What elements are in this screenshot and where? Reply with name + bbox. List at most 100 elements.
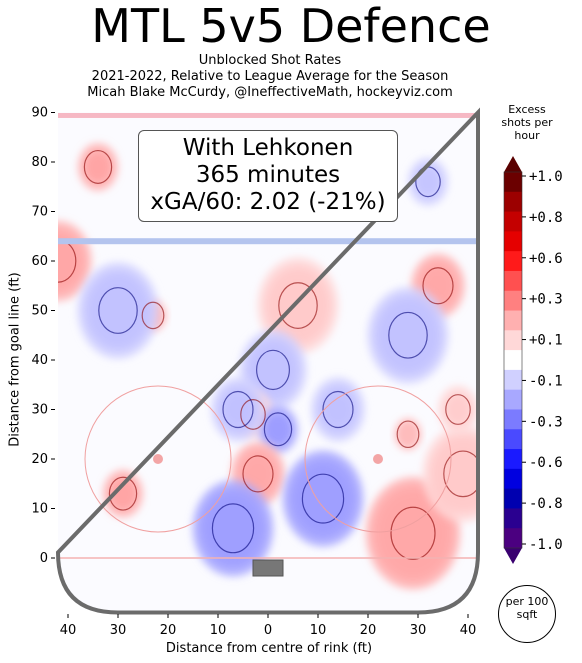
- unit-badge: per 100 sqft: [498, 585, 556, 643]
- contour-line: [443, 450, 478, 498]
- colorbar-segment: [504, 191, 522, 213]
- contour-line: [222, 390, 254, 429]
- colorbar-tick-label: +0.3: [529, 292, 563, 308]
- colorbar-segment: [504, 251, 522, 272]
- x-tick-label: 10: [210, 623, 227, 638]
- chart-title: MTL 5v5 Defence: [91, 0, 491, 53]
- heat-blob: [438, 385, 478, 434]
- info-xga: xGA/60: 2.02 (-21%): [150, 189, 386, 215]
- x-tick-label: 20: [360, 623, 377, 638]
- colorbar-segment: [504, 389, 522, 410]
- colorbar-segment: [504, 270, 522, 292]
- contour-line: [390, 506, 436, 560]
- y-tick-label: 10: [31, 502, 48, 517]
- x-tick-label: 40: [60, 623, 77, 638]
- heat-blob: [394, 418, 422, 450]
- colorbar: +1.0 +0.8 +0.6 +0.3 +0.1 -0.1 -0.3 -0.6 -0.8 -1.0: [503, 156, 563, 564]
- contour-line: [278, 282, 318, 329]
- rink-lines: [55, 107, 480, 615]
- info-box: With Lehkonen 365 minutes xGA/60: 2.02 (…: [138, 130, 398, 222]
- faceoff-dot-right: [373, 454, 383, 464]
- faceoff-circle-left: [84, 385, 232, 533]
- contour-line: [301, 473, 345, 524]
- colorbar-segment: [504, 409, 522, 430]
- contour-line: [58, 239, 77, 283]
- subtitle-line-2: 2021-2022, Relative to League Average fo…: [91, 69, 449, 84]
- colorbar-tick-label: -1.0: [529, 537, 563, 553]
- colorbar-top-arrow: [504, 156, 522, 172]
- colorbar-tick-label: -0.8: [529, 496, 563, 512]
- faceoff-circle-right: [304, 385, 452, 533]
- heat-blob: [282, 450, 364, 547]
- colorbar-segment: [504, 429, 522, 450]
- faceoff-dot-left: [153, 454, 163, 464]
- colorbar-segment: [504, 369, 522, 391]
- colorbar-segment: [504, 290, 522, 312]
- contour-line: [242, 455, 274, 493]
- heat-blob: [311, 377, 365, 442]
- contour-line: [98, 287, 138, 334]
- colorbar-segment: [504, 528, 522, 549]
- heat-blob: [77, 262, 159, 359]
- colorbar-tick-label: -0.6: [529, 455, 563, 471]
- colorbar-title: Excess shots per hour: [501, 103, 553, 142]
- heat-blob: [367, 287, 449, 384]
- blue-line: [58, 238, 478, 245]
- colorbar-frame: [503, 171, 523, 549]
- y-tick-label: 60: [31, 254, 48, 269]
- colorbar-segment: [504, 211, 522, 232]
- colorbar-bottom-arrow: [504, 548, 522, 564]
- y-tick-label: 20: [31, 452, 48, 467]
- y-tick-label: 80: [31, 155, 48, 170]
- subtitle-line-3: Micah Blake McCurdy, @IneffectiveMath, h…: [87, 85, 453, 100]
- colorbar-segment: [504, 488, 522, 509]
- contour-line: [396, 420, 420, 449]
- colorbar-segment: [504, 231, 522, 252]
- colorbar-tick-label: +0.1: [529, 333, 563, 349]
- colorbar-segment: [504, 310, 522, 331]
- colorbar-segment: [504, 330, 522, 351]
- y-tick-label: 40: [31, 353, 48, 368]
- contour-line: [83, 149, 113, 184]
- colorbar-segment: [504, 449, 522, 470]
- colorbar-tick-label: -0.1: [529, 373, 563, 389]
- x-tick-label: 0: [264, 623, 272, 638]
- colorbar-tick-label: +0.8: [529, 210, 563, 226]
- heat-blob: [192, 480, 274, 577]
- y-tick-label: 0: [40, 551, 48, 566]
- contour-line: [141, 301, 165, 330]
- colorbar-tick-label: +0.6: [529, 251, 563, 267]
- colorbar-segment: [504, 508, 522, 529]
- contour-line: [256, 349, 291, 391]
- y-tick-label: 70: [31, 205, 48, 220]
- boards-outline: [55, 107, 480, 615]
- colorbar-segment: [504, 468, 522, 490]
- x-tick-label: 30: [110, 623, 127, 638]
- contour-line: [445, 394, 471, 425]
- contour-line: [263, 412, 293, 447]
- contour-line: [422, 267, 454, 305]
- heat-blob: [211, 377, 265, 442]
- colorbar-tick-label: +1.0: [529, 169, 563, 185]
- colorbar-segment: [504, 350, 522, 371]
- subtitle-line-1: Unblocked Shot Rates: [198, 53, 342, 68]
- contour-line: [240, 399, 266, 430]
- info-player: With Lehkonen: [182, 135, 354, 161]
- ticks-group: 40 30 20 10 0 10 20 30 40 0 10 20 30 40 50 60 70 80 90: [31, 106, 476, 639]
- goal-net: [252, 559, 284, 577]
- x-tick-label: 30: [410, 623, 427, 638]
- colorbar-tick-label: -0.3: [529, 414, 563, 430]
- y-tick-label: 50: [31, 304, 48, 319]
- y-tick-label: 90: [31, 106, 48, 121]
- x-axis-label: Distance from centre of rink (ft): [165, 641, 373, 656]
- x-tick-label: 40: [460, 623, 477, 638]
- centre-line: [58, 112, 478, 118]
- info-minutes: 365 minutes: [195, 162, 341, 188]
- contour-line: [388, 311, 428, 359]
- contour-line: [211, 503, 255, 554]
- y-axis-label: Distance from goal line (ft): [7, 272, 23, 447]
- contour-line: [108, 476, 138, 511]
- y-tick-label: 30: [31, 403, 48, 418]
- heat-blob: [422, 425, 478, 522]
